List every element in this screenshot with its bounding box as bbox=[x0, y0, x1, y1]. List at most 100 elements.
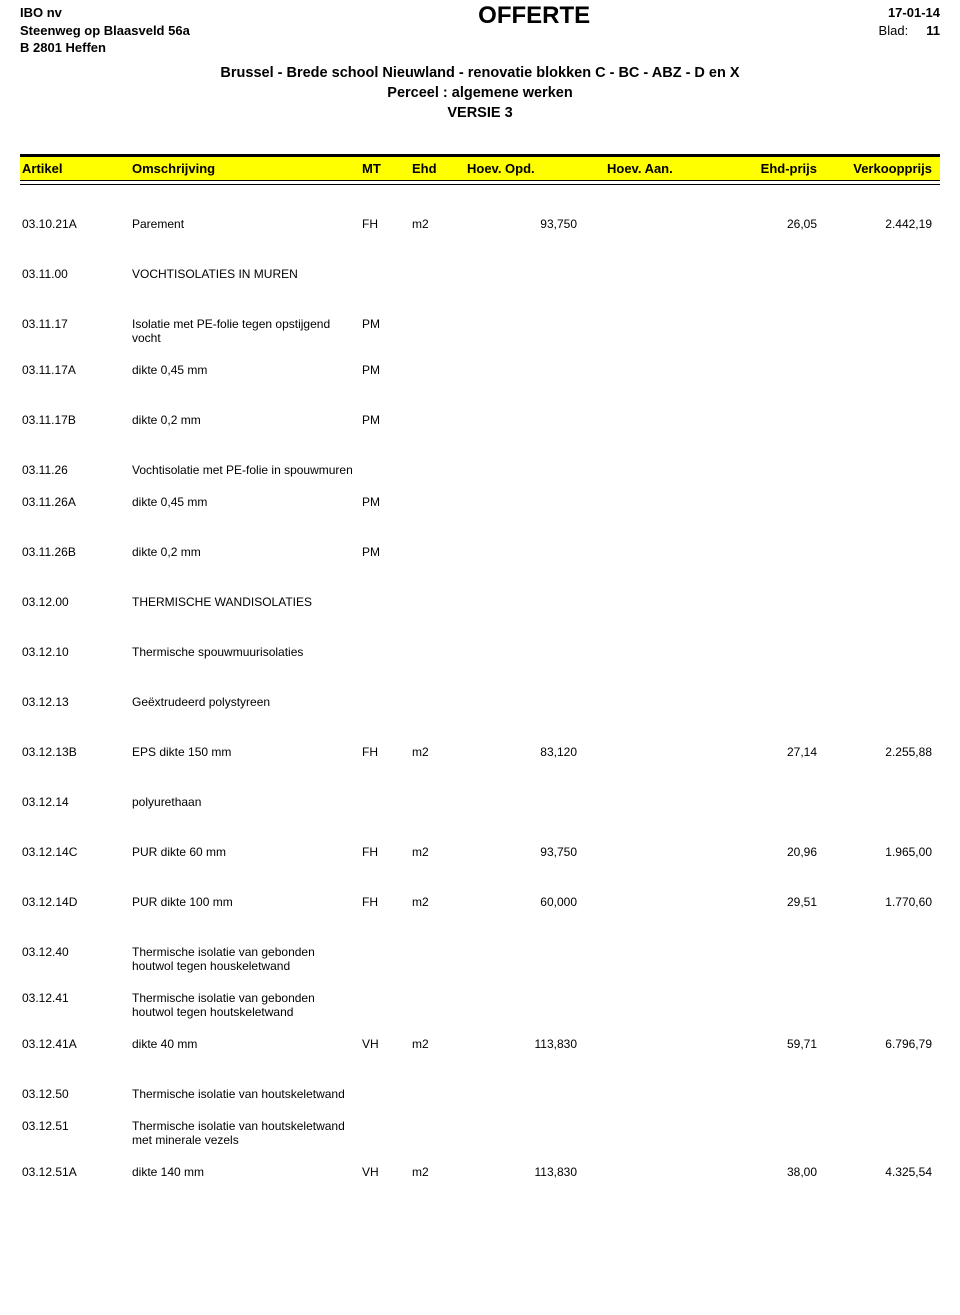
table-row: 03.12.14polyurethaan bbox=[20, 791, 940, 813]
cell-verkoopprijs: 2.255,88 bbox=[817, 745, 932, 759]
table-row: 03.12.51Thermische isolatie van houtskel… bbox=[20, 1115, 940, 1151]
company-address2: B 2801 Heffen bbox=[20, 39, 190, 57]
cell-mt: FH bbox=[362, 217, 412, 231]
cell-mt: PM bbox=[362, 363, 412, 377]
cell-artikel: 03.12.41A bbox=[22, 1037, 132, 1051]
cell-artikel: 03.11.17A bbox=[22, 363, 132, 377]
cell-verkoopprijs: 1.770,60 bbox=[817, 895, 932, 909]
cell-verkoopprijs: 6.796,79 bbox=[817, 1037, 932, 1051]
cell-verkoopprijs: 4.325,54 bbox=[817, 1165, 932, 1179]
cell-omschrijving: VOCHTISOLATIES IN MUREN bbox=[132, 267, 362, 281]
cell-omschrijving: Thermische isolatie van gebonden houtwol… bbox=[132, 945, 362, 973]
cell-mt: PM bbox=[362, 545, 412, 559]
project-description: Brussel - Brede school Nieuwland - renov… bbox=[20, 63, 940, 124]
table-row: 03.11.26Vochtisolatie met PE-folie in sp… bbox=[20, 459, 940, 481]
table-row: 03.11.00VOCHTISOLATIES IN MUREN bbox=[20, 263, 940, 285]
table-row: 03.12.51Adikte 140 mmVHm2113,83038,004.3… bbox=[20, 1161, 940, 1183]
cell-ehd-prijs: 29,51 bbox=[712, 895, 817, 909]
cell-omschrijving: Thermische isolatie van houtskeletwand bbox=[132, 1087, 362, 1101]
cell-verkoopprijs: 1.965,00 bbox=[817, 845, 932, 859]
cell-omschrijving: dikte 140 mm bbox=[132, 1165, 362, 1179]
table-row: 03.11.17Isolatie met PE-folie tegen opst… bbox=[20, 313, 940, 349]
company-name: IBO nv bbox=[20, 4, 190, 22]
cell-omschrijving: THERMISCHE WANDISOLATIES bbox=[132, 595, 362, 609]
cell-ehd-prijs: 59,71 bbox=[712, 1037, 817, 1051]
cell-ehd: m2 bbox=[412, 845, 467, 859]
table-row: 03.12.40Thermische isolatie van gebonden… bbox=[20, 941, 940, 977]
cell-artikel: 03.11.17B bbox=[22, 413, 132, 427]
document-page: IBO nv Steenweg op Blaasveld 56a B 2801 … bbox=[0, 0, 960, 1203]
col-artikel-header: Artikel bbox=[22, 161, 132, 176]
cell-omschrijving: polyurethaan bbox=[132, 795, 362, 809]
project-line3: VERSIE 3 bbox=[20, 103, 940, 123]
cell-artikel: 03.12.40 bbox=[22, 945, 132, 959]
table-header-row: Artikel Omschrijving MT Ehd Hoev. Opd. H… bbox=[20, 157, 940, 180]
cell-hoev-opd: 113,830 bbox=[467, 1165, 607, 1179]
cell-omschrijving: Thermische spouwmuurisolaties bbox=[132, 645, 362, 659]
blad-number: 11 bbox=[926, 23, 940, 38]
cell-mt: FH bbox=[362, 845, 412, 859]
cell-omschrijving: Thermische isolatie van houtskeletwand m… bbox=[132, 1119, 362, 1147]
cell-artikel: 03.12.13B bbox=[22, 745, 132, 759]
cell-omschrijving: dikte 40 mm bbox=[132, 1037, 362, 1051]
cell-omschrijving: Thermische isolatie van gebonden houtwol… bbox=[132, 991, 362, 1019]
cell-artikel: 03.12.14D bbox=[22, 895, 132, 909]
blad-label: Blad: bbox=[879, 23, 909, 38]
cell-artikel: 03.12.14 bbox=[22, 795, 132, 809]
page-header: IBO nv Steenweg op Blaasveld 56a B 2801 … bbox=[20, 4, 940, 57]
table-row: 03.11.26Bdikte 0,2 mmPM bbox=[20, 541, 940, 563]
table-row: 03.12.41Thermische isolatie van gebonden… bbox=[20, 987, 940, 1023]
cell-omschrijving: dikte 0,2 mm bbox=[132, 545, 362, 559]
cell-artikel: 03.12.10 bbox=[22, 645, 132, 659]
cell-ehd-prijs: 20,96 bbox=[712, 845, 817, 859]
cell-ehd: m2 bbox=[412, 217, 467, 231]
cell-omschrijving: EPS dikte 150 mm bbox=[132, 745, 362, 759]
cell-ehd-prijs: 26,05 bbox=[712, 217, 817, 231]
cell-mt: PM bbox=[362, 495, 412, 509]
cell-artikel: 03.12.13 bbox=[22, 695, 132, 709]
cell-mt: PM bbox=[362, 413, 412, 427]
col-ehd-header: Ehd bbox=[412, 161, 467, 176]
cell-mt: FH bbox=[362, 895, 412, 909]
cell-omschrijving: dikte 0,2 mm bbox=[132, 413, 362, 427]
cell-artikel: 03.12.14C bbox=[22, 845, 132, 859]
cell-omschrijving: Parement bbox=[132, 217, 362, 231]
cell-artikel: 03.12.51 bbox=[22, 1119, 132, 1133]
cell-hoev-opd: 83,120 bbox=[467, 745, 607, 759]
table-row: 03.12.00THERMISCHE WANDISOLATIES bbox=[20, 591, 940, 613]
rule-bottom bbox=[20, 184, 940, 185]
cell-artikel: 03.12.41 bbox=[22, 991, 132, 1005]
table-row: 03.10.21AParementFHm293,750 26,052.442,19 bbox=[20, 213, 940, 235]
cell-omschrijving: dikte 0,45 mm bbox=[132, 363, 362, 377]
cell-artikel: 03.11.26A bbox=[22, 495, 132, 509]
col-omschrijving-header: Omschrijving bbox=[132, 161, 362, 176]
cell-hoev-opd: 60,000 bbox=[467, 895, 607, 909]
cell-omschrijving: Isolatie met PE-folie tegen opstijgend v… bbox=[132, 317, 362, 345]
col-hoev-opd-header: Hoev. Opd. bbox=[467, 161, 607, 176]
table-row: 03.12.14CPUR dikte 60 mmFHm293,75020,961… bbox=[20, 841, 940, 863]
cell-hoev-opd: 93,750 bbox=[467, 217, 607, 231]
table-row: 03.12.13Geëxtrudeerd polystyreen bbox=[20, 691, 940, 713]
cell-omschrijving: PUR dikte 100 mm bbox=[132, 895, 362, 909]
cell-mt: FH bbox=[362, 745, 412, 759]
table-row: 03.12.41Adikte 40 mmVHm2113,83059,716.79… bbox=[20, 1033, 940, 1055]
cell-artikel: 03.11.26 bbox=[22, 463, 132, 477]
project-line2: Perceel : algemene werken bbox=[20, 83, 940, 103]
cell-omschrijving: Geëxtrudeerd polystyreen bbox=[132, 695, 362, 709]
cell-artikel: 03.10.21A bbox=[22, 217, 132, 231]
col-mt-header: MT bbox=[362, 161, 412, 176]
project-line1: Brussel - Brede school Nieuwland - renov… bbox=[20, 63, 940, 83]
cell-mt: VH bbox=[362, 1037, 412, 1051]
table-row: 03.12.10Thermische spouwmuurisolaties bbox=[20, 641, 940, 663]
cell-artikel: 03.12.00 bbox=[22, 595, 132, 609]
cell-verkoopprijs: 2.442,19 bbox=[817, 217, 932, 231]
cell-artikel: 03.12.51A bbox=[22, 1165, 132, 1179]
cell-omschrijving: Vochtisolatie met PE-folie in spouwmuren bbox=[132, 463, 362, 477]
table-row: 03.12.14DPUR dikte 100 mmFHm260,00029,51… bbox=[20, 891, 940, 913]
col-hoev-aan-header: Hoev. Aan. bbox=[607, 161, 712, 176]
table-body: 03.10.21AParementFHm293,75026,052.442,19… bbox=[20, 213, 940, 1183]
document-title: OFFERTE bbox=[190, 2, 879, 30]
cell-hoev-opd: 93,750 bbox=[467, 845, 607, 859]
page-number-line: Blad: 11 bbox=[879, 22, 940, 40]
document-date: 17-01-14 bbox=[879, 4, 940, 22]
